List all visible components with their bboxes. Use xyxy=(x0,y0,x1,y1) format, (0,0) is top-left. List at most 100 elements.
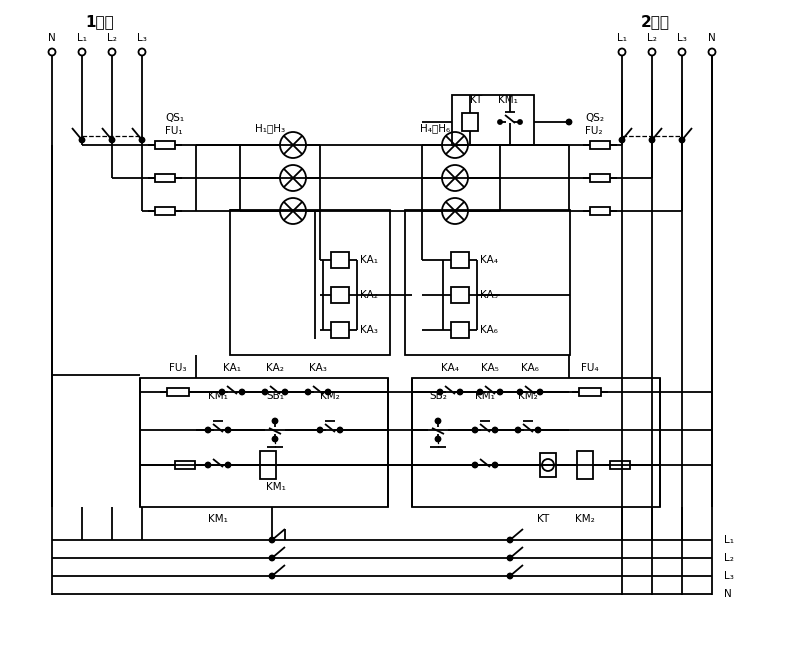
Text: L₃: L₃ xyxy=(677,33,687,43)
Text: KA₂: KA₂ xyxy=(266,363,284,373)
Text: SB₂: SB₂ xyxy=(429,391,447,401)
Bar xyxy=(412,378,660,507)
Text: QS₂: QS₂ xyxy=(585,113,604,123)
Text: 2电源: 2电源 xyxy=(641,14,669,30)
Bar xyxy=(540,453,556,477)
Circle shape xyxy=(472,428,477,432)
Text: QS₁: QS₁ xyxy=(165,113,184,123)
Circle shape xyxy=(138,49,145,56)
Circle shape xyxy=(472,462,477,468)
Text: KM₂: KM₂ xyxy=(575,514,595,524)
Text: KM₁: KM₁ xyxy=(208,514,228,524)
Bar xyxy=(451,322,469,338)
Text: L₂: L₂ xyxy=(107,33,117,43)
Circle shape xyxy=(708,49,715,56)
Bar xyxy=(175,461,195,469)
Text: FU₁: FU₁ xyxy=(165,126,183,136)
Circle shape xyxy=(518,390,522,394)
Text: L₃: L₃ xyxy=(724,571,734,581)
Bar xyxy=(331,287,349,303)
Text: KM₁: KM₁ xyxy=(475,391,495,401)
Circle shape xyxy=(280,132,306,158)
Bar xyxy=(331,322,349,338)
Text: KA₄: KA₄ xyxy=(441,363,459,373)
Text: KA₅: KA₅ xyxy=(481,363,499,373)
Bar xyxy=(462,113,478,131)
Circle shape xyxy=(79,138,84,142)
Circle shape xyxy=(225,462,230,468)
Circle shape xyxy=(619,49,626,56)
Circle shape xyxy=(206,428,210,432)
Circle shape xyxy=(269,537,275,543)
Bar xyxy=(451,287,469,303)
Circle shape xyxy=(435,436,441,441)
Text: FU₂: FU₂ xyxy=(585,126,603,136)
Circle shape xyxy=(337,428,342,432)
Text: N: N xyxy=(48,33,56,43)
Text: KA₃: KA₃ xyxy=(360,325,378,335)
Circle shape xyxy=(263,390,268,394)
Text: KM₂: KM₂ xyxy=(320,391,340,401)
Circle shape xyxy=(538,390,542,394)
Circle shape xyxy=(442,198,468,224)
Bar xyxy=(590,141,610,149)
Circle shape xyxy=(79,49,86,56)
Circle shape xyxy=(318,428,322,432)
Text: H₁～H₃: H₁～H₃ xyxy=(255,123,285,133)
Text: N: N xyxy=(708,33,716,43)
Circle shape xyxy=(542,459,554,471)
Circle shape xyxy=(498,390,503,394)
Text: H₄～H₆: H₄～H₆ xyxy=(420,123,450,133)
Text: KT: KT xyxy=(470,95,482,105)
Circle shape xyxy=(240,390,245,394)
Circle shape xyxy=(680,138,684,142)
Circle shape xyxy=(492,428,498,432)
Text: KA₅: KA₅ xyxy=(480,290,498,300)
Bar xyxy=(452,95,534,145)
Bar xyxy=(331,252,349,268)
Circle shape xyxy=(140,138,145,142)
Bar xyxy=(590,207,610,215)
Circle shape xyxy=(507,573,512,579)
Circle shape xyxy=(566,119,572,125)
Bar xyxy=(451,252,469,268)
Bar xyxy=(260,451,276,479)
Text: KA₁: KA₁ xyxy=(360,255,378,265)
Text: KA₁: KA₁ xyxy=(223,363,241,373)
Text: L₂: L₂ xyxy=(647,33,657,43)
Circle shape xyxy=(272,436,277,441)
Circle shape xyxy=(492,462,498,468)
Text: KT: KT xyxy=(537,514,549,524)
Circle shape xyxy=(306,390,310,394)
Circle shape xyxy=(679,49,685,56)
Text: KA₄: KA₄ xyxy=(480,255,498,265)
Text: FU₃: FU₃ xyxy=(169,363,187,373)
Circle shape xyxy=(280,165,306,191)
Circle shape xyxy=(518,120,522,124)
Circle shape xyxy=(48,49,56,56)
Text: KA₂: KA₂ xyxy=(360,290,378,300)
Circle shape xyxy=(515,428,521,432)
Circle shape xyxy=(272,419,277,424)
Text: KM₁: KM₁ xyxy=(208,391,228,401)
Circle shape xyxy=(619,138,625,142)
Text: KA₆: KA₆ xyxy=(521,363,539,373)
Bar xyxy=(590,174,610,182)
Text: FU₄: FU₄ xyxy=(581,363,599,373)
Text: L₁: L₁ xyxy=(724,535,734,545)
Text: L₁: L₁ xyxy=(617,33,627,43)
Circle shape xyxy=(649,138,654,142)
Bar xyxy=(610,461,630,469)
Text: L₂: L₂ xyxy=(724,553,734,563)
Circle shape xyxy=(109,49,115,56)
Bar xyxy=(155,207,175,215)
Bar xyxy=(577,451,593,479)
Circle shape xyxy=(280,198,306,224)
Text: SB₁: SB₁ xyxy=(266,391,284,401)
Circle shape xyxy=(498,120,502,124)
Text: KM₂: KM₂ xyxy=(518,391,538,401)
Circle shape xyxy=(435,419,441,424)
Circle shape xyxy=(507,556,512,560)
Circle shape xyxy=(219,390,225,394)
Circle shape xyxy=(477,390,483,394)
